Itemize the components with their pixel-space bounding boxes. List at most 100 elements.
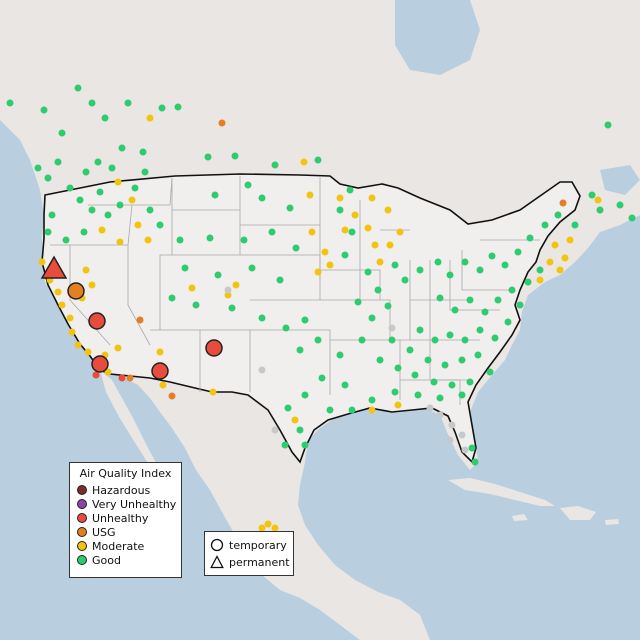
good-site-dot <box>76 196 84 204</box>
legend-label: permanent <box>229 555 290 569</box>
good-site-dot <box>258 194 266 202</box>
good-site-dot <box>458 356 466 364</box>
moderate-site-dot <box>368 194 376 202</box>
moderate-site-dot <box>38 258 46 266</box>
good-site-dot <box>231 152 239 160</box>
legend-label: Moderate <box>92 539 145 553</box>
good-site-dot <box>54 158 62 166</box>
good-site-dot <box>318 374 326 382</box>
temporary-unhealthy-marker <box>91 355 109 373</box>
good-site-dot <box>116 201 124 209</box>
moderate-site-dot <box>134 221 142 229</box>
moderate-site-dot <box>336 194 344 202</box>
no-data-site-dot <box>224 286 232 294</box>
good-site-dot <box>401 276 409 284</box>
good-site-dot <box>88 99 96 107</box>
hudson-bay <box>395 0 480 75</box>
good-site-dot <box>158 104 166 112</box>
good-site-dot <box>368 314 376 322</box>
moderate-site-dot <box>114 178 122 186</box>
good-site-dot <box>104 211 112 219</box>
temporary-monitor-markers <box>67 282 223 380</box>
no-data-site-dot <box>461 446 469 454</box>
legend-item-permanent: permanent <box>210 554 290 570</box>
moderate-site-dot <box>224 291 232 299</box>
good-site-dot <box>486 368 494 376</box>
good-site-dot <box>301 316 309 324</box>
usg-site-dot <box>168 392 176 400</box>
good-site-dot <box>80 228 88 236</box>
good-site-dot <box>374 286 382 294</box>
good-site-dot <box>94 158 102 166</box>
good-site-dot <box>341 381 349 389</box>
unhealthy-site-dot <box>92 371 100 379</box>
good-site-dot <box>571 221 579 229</box>
good-site-dot <box>474 351 482 359</box>
moderate-site-dot <box>74 341 82 349</box>
no-data-site-dot <box>388 324 396 332</box>
good-site-dot <box>204 153 212 161</box>
legend-item-moderate: Moderate <box>77 539 144 553</box>
good-site-dot <box>240 236 248 244</box>
moderate-site-dot <box>546 258 554 266</box>
moderate-site-dot <box>396 228 404 236</box>
good-site-dot <box>176 236 184 244</box>
good-site-dot <box>131 184 139 192</box>
legend-label: Hazardous <box>92 483 151 497</box>
moderate-site-dot <box>561 254 569 262</box>
moderate-site-dot <box>258 524 266 532</box>
aqi-legend: Air Quality Index Hazardous Very Unhealt… <box>69 462 182 578</box>
moderate-site-dot <box>54 288 62 296</box>
moderate-site-dot <box>376 258 384 266</box>
moderate-site-dot <box>536 276 544 284</box>
temporary-unhealthy-marker <box>205 339 223 357</box>
jamaica <box>512 514 528 521</box>
legend-item-very-unhealthy: Very Unhealthy <box>77 497 176 511</box>
moderate-site-dot <box>209 388 217 396</box>
good-site-dot <box>431 336 439 344</box>
legend-label: Very Unhealthy <box>92 497 177 511</box>
good-site-dot <box>271 161 279 169</box>
moderate-site-dot <box>551 241 559 249</box>
good-site-dot <box>40 106 48 114</box>
good-site-dot <box>146 206 154 214</box>
moderate-site-dot <box>82 266 90 274</box>
good-site-dot <box>491 334 499 342</box>
good-site-dot <box>414 391 422 399</box>
good-site-dot <box>416 326 424 334</box>
legend-label: USG <box>92 525 116 539</box>
usg-swatch-icon <box>77 527 87 537</box>
moderate-site-dot <box>232 281 240 289</box>
good-site-dot <box>458 391 466 399</box>
legend-item-temporary: temporary <box>210 537 287 553</box>
moderate-site-dot <box>314 268 322 276</box>
good-site-dot <box>354 298 362 306</box>
moderate-site-dot <box>188 284 196 292</box>
good-site-dot <box>228 304 236 312</box>
good-site-dot <box>34 164 42 172</box>
good-site-dot <box>494 296 502 304</box>
good-site-dot <box>424 356 432 364</box>
moderate-site-dot <box>386 241 394 249</box>
good-site-dot <box>451 306 459 314</box>
usg-site-dot <box>559 199 567 207</box>
good-site-dot <box>508 286 516 294</box>
legend-item-unhealthy: Unhealthy <box>77 511 148 525</box>
legend-label: temporary <box>229 538 287 552</box>
no-data-site-dot <box>426 404 434 412</box>
triangle-icon <box>210 555 224 569</box>
moderate-site-dot <box>144 236 152 244</box>
good-site-dot <box>292 244 300 252</box>
no-data-site-dot <box>258 366 266 374</box>
moderate-swatch-icon <box>77 541 87 551</box>
no-data-monitor-sites <box>224 286 469 454</box>
good-site-dot <box>284 404 292 412</box>
legend-label: Good <box>92 553 121 567</box>
aqi-legend-title: Air Quality Index <box>79 467 172 480</box>
good-site-dot <box>326 406 334 414</box>
good-site-dot <box>476 326 484 334</box>
good-site-dot <box>446 271 454 279</box>
good-site-dot <box>286 204 294 212</box>
good-site-dot <box>384 302 392 310</box>
good-swatch-icon <box>77 555 87 565</box>
